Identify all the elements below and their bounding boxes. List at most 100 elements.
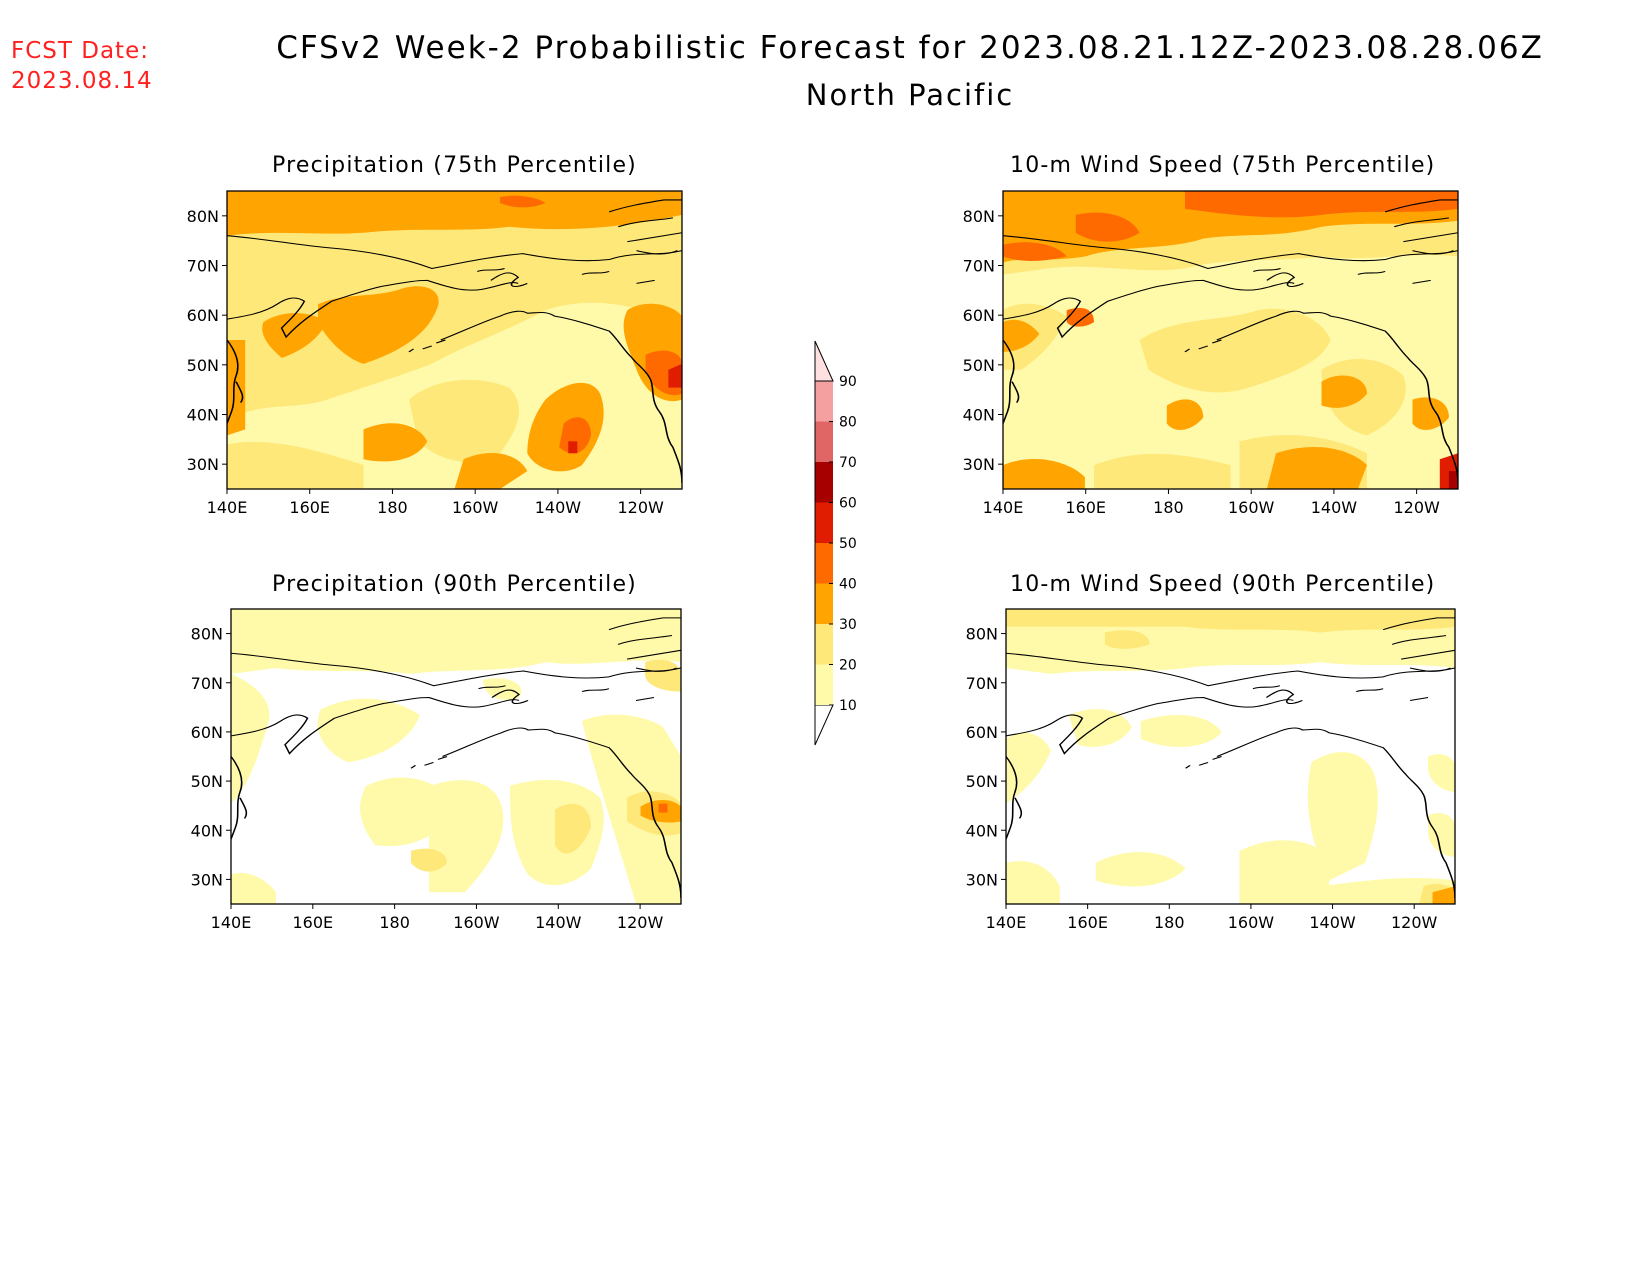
region-subtitle-text: North Pacific bbox=[805, 78, 1015, 112]
lat-tick-label: 40N bbox=[191, 821, 223, 840]
colorbar-level-label: 40 bbox=[839, 577, 857, 593]
shade-region bbox=[1275, 877, 1455, 904]
shade-region bbox=[1266, 447, 1367, 489]
shade-region bbox=[318, 286, 439, 364]
lat-tick-label: 30N bbox=[191, 870, 223, 889]
shade-region bbox=[1140, 714, 1222, 748]
shade-region bbox=[227, 441, 364, 489]
lon-tick-label: 160E bbox=[289, 498, 330, 517]
lon-tick-label: 140E bbox=[983, 498, 1024, 517]
shade-region bbox=[1321, 375, 1367, 408]
lat-tick-label: 70N bbox=[191, 674, 223, 693]
panel-title-wind-90: 10-m Wind Speed (90th Percentile) bbox=[1010, 572, 1436, 597]
shade-region bbox=[231, 673, 270, 804]
shade-region bbox=[454, 452, 528, 489]
lat-tick-label: 30N bbox=[966, 870, 998, 889]
map-wind-90 bbox=[1006, 609, 1455, 904]
colorbar-level-label: 90 bbox=[839, 374, 857, 390]
lon-tick-label: 140E bbox=[986, 913, 1027, 932]
lon-tick-label: 180 bbox=[1154, 913, 1185, 932]
lat-tick-label: 50N bbox=[963, 356, 995, 375]
shade-region bbox=[1066, 307, 1094, 327]
lon-tick-label: 160W bbox=[452, 498, 499, 517]
shade-region bbox=[483, 678, 522, 700]
lon-tick-label: 120W bbox=[1391, 913, 1438, 932]
lon-tick-label: 160E bbox=[1065, 498, 1106, 517]
colorbar-level-label: 60 bbox=[839, 496, 857, 512]
colorbar-bottom-wedge bbox=[814, 704, 834, 746]
shade-region bbox=[429, 780, 504, 893]
lon-tick-label: 160E bbox=[292, 913, 333, 932]
colorbar-box bbox=[815, 462, 833, 503]
colorbar: 10 20 30 40 50 60 70 80 90 bbox=[814, 340, 857, 746]
lat-tick-label: 80N bbox=[966, 625, 998, 644]
lat-tick-label: 40N bbox=[963, 406, 995, 425]
lat-tick-label: 60N bbox=[966, 723, 998, 742]
lat-tick-label: 40N bbox=[966, 821, 998, 840]
lat-tick-label: 30N bbox=[187, 455, 219, 474]
shade-region bbox=[500, 195, 546, 208]
forecast-date-value: 2023.08.14 bbox=[11, 68, 153, 94]
lon-tick-label: 140W bbox=[1309, 913, 1356, 932]
map-wind-75 bbox=[1003, 191, 1458, 489]
shade-region bbox=[411, 848, 447, 872]
lon-tick-label: 140E bbox=[211, 913, 252, 932]
shade-region bbox=[559, 417, 591, 454]
shade-region bbox=[1094, 453, 1231, 489]
colorbar-box bbox=[815, 421, 833, 462]
lat-tick-label: 60N bbox=[187, 306, 219, 325]
shade-region bbox=[1166, 399, 1204, 430]
colorbar-box bbox=[815, 543, 833, 584]
shade-region bbox=[1006, 861, 1060, 904]
lat-tick-label: 50N bbox=[191, 772, 223, 791]
map-frame bbox=[226, 190, 683, 490]
lat-tick-label: 70N bbox=[187, 257, 219, 276]
colorbar-box bbox=[815, 624, 833, 665]
map-frame bbox=[1002, 190, 1459, 490]
region-subtitle: North Pacific bbox=[0, 78, 1650, 112]
shade-region bbox=[363, 423, 428, 462]
lat-tick-label: 40N bbox=[187, 406, 219, 425]
shade-region bbox=[1003, 242, 1067, 262]
lon-tick-label: 180 bbox=[377, 498, 408, 517]
lat-tick-label: 60N bbox=[963, 306, 995, 325]
shade-region bbox=[231, 609, 681, 674]
shade-region bbox=[1239, 840, 1330, 904]
panel-title-precip-75: Precipitation (75th Percentile) bbox=[272, 153, 637, 178]
lon-tick-label: 160W bbox=[1228, 498, 1275, 517]
shade-region bbox=[1068, 709, 1132, 747]
lon-tick-label: 120W bbox=[617, 498, 664, 517]
lat-tick-label: 30N bbox=[963, 455, 995, 474]
lon-tick-label: 120W bbox=[617, 913, 664, 932]
shade-region bbox=[1307, 752, 1378, 881]
colorbar-level-label: 30 bbox=[839, 617, 857, 633]
shade-region bbox=[409, 379, 520, 463]
colorbar-box bbox=[815, 664, 833, 705]
lon-tick-label: 140E bbox=[207, 498, 248, 517]
lon-tick-label: 140W bbox=[535, 913, 582, 932]
shade-region bbox=[1432, 886, 1455, 904]
colorbar-box bbox=[815, 381, 833, 422]
shade-region bbox=[1003, 458, 1085, 489]
shade-region bbox=[555, 803, 591, 854]
shade-region bbox=[231, 872, 276, 904]
lon-tick-label: 140W bbox=[1311, 498, 1358, 517]
lon-tick-label: 160E bbox=[1067, 913, 1108, 932]
colorbar-level-label: 70 bbox=[839, 455, 857, 471]
lon-tick-label: 120W bbox=[1393, 498, 1440, 517]
lat-tick-label: 80N bbox=[963, 207, 995, 226]
lon-tick-label: 180 bbox=[379, 913, 410, 932]
shade-region bbox=[1428, 754, 1455, 792]
lon-tick-label: 160W bbox=[453, 913, 500, 932]
colorbar-box bbox=[815, 502, 833, 543]
map-frame bbox=[1005, 608, 1456, 905]
colorbar-box bbox=[815, 583, 833, 624]
shade-region bbox=[658, 803, 668, 813]
lat-tick-label: 70N bbox=[966, 674, 998, 693]
shade-region bbox=[568, 441, 578, 454]
forecast-date-label: FCST Date: bbox=[11, 38, 149, 64]
colorbar-level-label: 20 bbox=[839, 658, 857, 674]
shade-region bbox=[668, 363, 682, 388]
page-title: CFSv2 Week-2 Probabilistic Forecast for … bbox=[0, 30, 1650, 66]
